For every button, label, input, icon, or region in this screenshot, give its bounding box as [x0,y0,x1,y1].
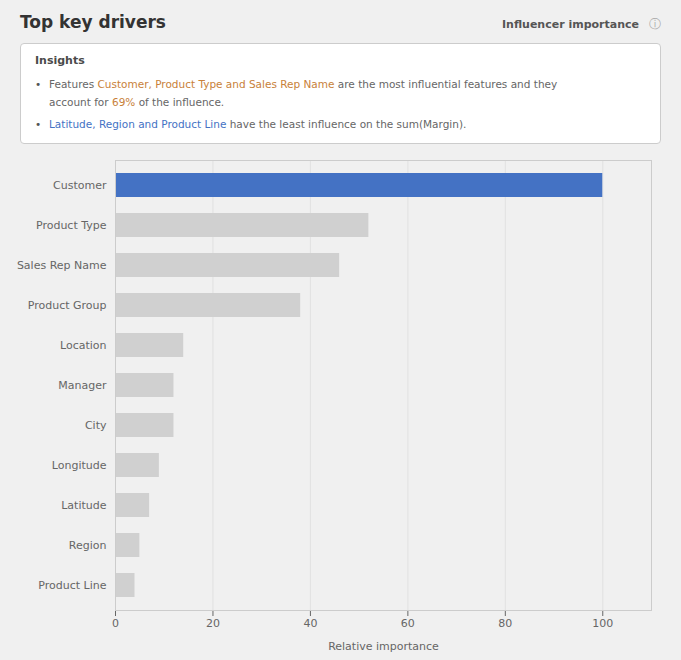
html-text:Insights: Insights [35,54,85,67]
svg-text:100: 100 [592,617,613,630]
html-text:Features Customer, Product Typ: Features Customer, Product Type and Sale… [49,78,558,90]
html-text:account for 69% of the influen: account for 69% of the influence. [49,96,225,108]
svg-text:Latitude: Latitude [61,499,107,512]
svg-text:Sales Rep Name: Sales Rep Name [17,259,107,272]
svg-text:60: 60 [401,617,415,630]
svg-text:Customer: Customer [53,179,107,192]
svg-text:20: 20 [206,617,220,630]
svg-text:Product Group: Product Group [28,299,107,312]
svg-text:Relative importance: Relative importance [328,640,439,653]
svg-text:Location: Location [60,339,107,352]
svg-text:0: 0 [112,617,119,630]
svg-text:80: 80 [498,617,512,630]
svg-text:Region: Region [69,539,107,552]
html-text:Latitude, Region and Product L: Latitude, Region and Product Line have t… [49,118,467,130]
html-text:Top key drivers: Top key drivers [20,12,166,32]
svg-text:Product Type: Product Type [36,219,107,232]
svg-text:Product Line: Product Line [38,579,106,592]
svg-text:40: 40 [303,617,317,630]
svg-text:Longitude: Longitude [52,459,107,472]
svg-text:City: City [85,419,107,432]
html-text:Influencer importance: Influencer importance [502,18,639,31]
svg-text:Manager: Manager [58,379,107,392]
